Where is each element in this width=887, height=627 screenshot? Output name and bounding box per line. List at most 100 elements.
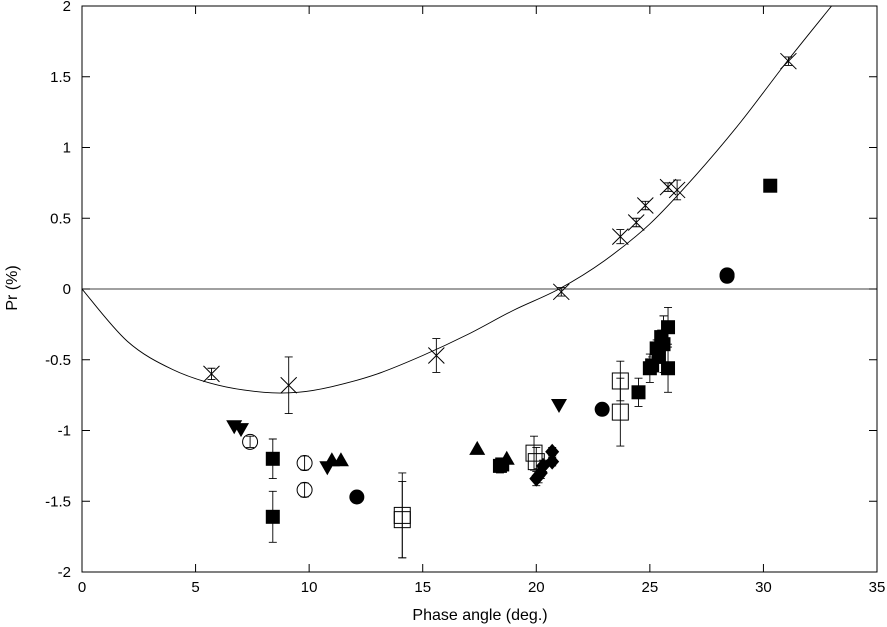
marker-filled-square — [651, 349, 666, 364]
marker-open-square — [611, 403, 629, 421]
x-tick-label: 15 — [414, 579, 431, 596]
marker-cross — [280, 376, 298, 394]
data-point — [296, 481, 313, 498]
x-tick-label: 25 — [642, 579, 659, 596]
marker-cross — [636, 197, 654, 214]
data-point — [763, 178, 778, 193]
data-point — [265, 490, 280, 543]
data-point — [668, 179, 686, 201]
marker-cross — [203, 365, 220, 383]
marker-triangle-up — [469, 440, 486, 455]
marker-filled-square — [661, 320, 676, 335]
data-point — [242, 433, 259, 450]
data-point — [594, 401, 610, 417]
marker-triangle-up — [332, 452, 349, 467]
x-axis-title: Phase angle (deg.) — [412, 607, 547, 624]
marker-filled-square — [763, 178, 778, 193]
fit-curve — [82, 6, 832, 394]
marker-open-square — [393, 511, 411, 529]
data-point — [611, 228, 629, 245]
data-point — [469, 440, 486, 455]
series-filled-circle — [349, 267, 735, 505]
marker-cross — [627, 214, 645, 231]
x-tick-label: 5 — [191, 579, 199, 596]
series-filled-triangle-up — [323, 440, 515, 467]
series-filled-triangle-down — [226, 399, 567, 476]
error-bar — [246, 435, 255, 448]
series-open-square — [393, 360, 629, 559]
data-point — [296, 455, 313, 472]
x-tick-label: 20 — [528, 579, 545, 596]
series-open-circle — [242, 433, 313, 498]
data-point — [393, 480, 411, 559]
marker-cross — [659, 178, 677, 196]
marker-filled-diamond — [545, 443, 560, 460]
data-point — [498, 450, 515, 465]
data-point — [719, 268, 735, 284]
y-tick-label: -0.5 — [45, 352, 71, 369]
error-bar — [300, 455, 309, 471]
data-point — [265, 438, 280, 480]
data-point — [636, 197, 654, 214]
data-point — [319, 461, 336, 476]
marker-filled-square — [265, 509, 280, 524]
marker-filled-circle — [349, 489, 365, 505]
data-point — [780, 52, 797, 70]
x-tick-label: 30 — [755, 579, 772, 596]
marker-triangle-up — [498, 450, 515, 465]
data-point — [280, 356, 298, 414]
data-point — [551, 399, 567, 414]
data-point — [661, 306, 676, 348]
error-bar — [616, 377, 625, 447]
marker-triangle-down — [233, 423, 249, 438]
series-filled-square — [265, 178, 778, 543]
x-tick-label: 10 — [301, 579, 318, 596]
y-tick-label: 1 — [63, 140, 71, 157]
data-point — [661, 343, 676, 393]
marker-triangle-down — [551, 399, 567, 414]
data-point — [611, 377, 629, 447]
error-bar — [398, 480, 407, 559]
marker-cross — [427, 347, 445, 364]
marker-open-circle — [296, 455, 313, 472]
y-tick-label: 2 — [63, 0, 71, 15]
y-tick-label: 1.5 — [50, 69, 71, 86]
marker-filled-square — [631, 385, 646, 400]
data-point — [349, 489, 365, 505]
y-tick-label: -1.5 — [45, 493, 71, 510]
series-filled-diamond — [529, 443, 560, 487]
data-point — [427, 338, 445, 373]
data-point — [627, 214, 645, 231]
data-point — [203, 365, 220, 383]
y-tick-label: 0 — [63, 281, 71, 298]
marker-triangle-down — [319, 461, 336, 476]
error-bar — [300, 482, 309, 498]
axis-ticks: 0 5 10 15 20 25 30 35 -2 -1.5 -1 -0.5 0 0.5 1 1.5 2 — [45, 0, 885, 596]
marker-filled-circle — [719, 268, 735, 284]
data-point — [651, 349, 666, 364]
y-tick-label: -1 — [58, 423, 71, 440]
plot-area — [81, 5, 878, 573]
data-point — [332, 452, 349, 467]
y-tick-label: -2 — [58, 564, 71, 581]
marker-filled-square — [656, 337, 671, 352]
data-point — [545, 443, 560, 460]
marker-filled-diamond — [545, 453, 560, 470]
marker-open-circle — [242, 433, 259, 450]
marker-cross — [780, 52, 797, 70]
data-point — [233, 423, 249, 438]
marker-cross — [668, 181, 686, 199]
marker-cross — [611, 228, 629, 245]
data-point — [631, 377, 646, 407]
data-point — [552, 283, 570, 301]
series-cross — [203, 52, 797, 414]
x-tick-label: 0 — [78, 579, 86, 596]
marker-cross — [552, 283, 570, 301]
y-tick-label: 0.5 — [50, 210, 71, 227]
marker-filled-circle — [594, 401, 610, 417]
marker-filled-square — [265, 451, 280, 466]
x-tick-label: 35 — [869, 579, 886, 596]
data-point — [545, 453, 560, 470]
marker-open-circle — [296, 481, 313, 498]
